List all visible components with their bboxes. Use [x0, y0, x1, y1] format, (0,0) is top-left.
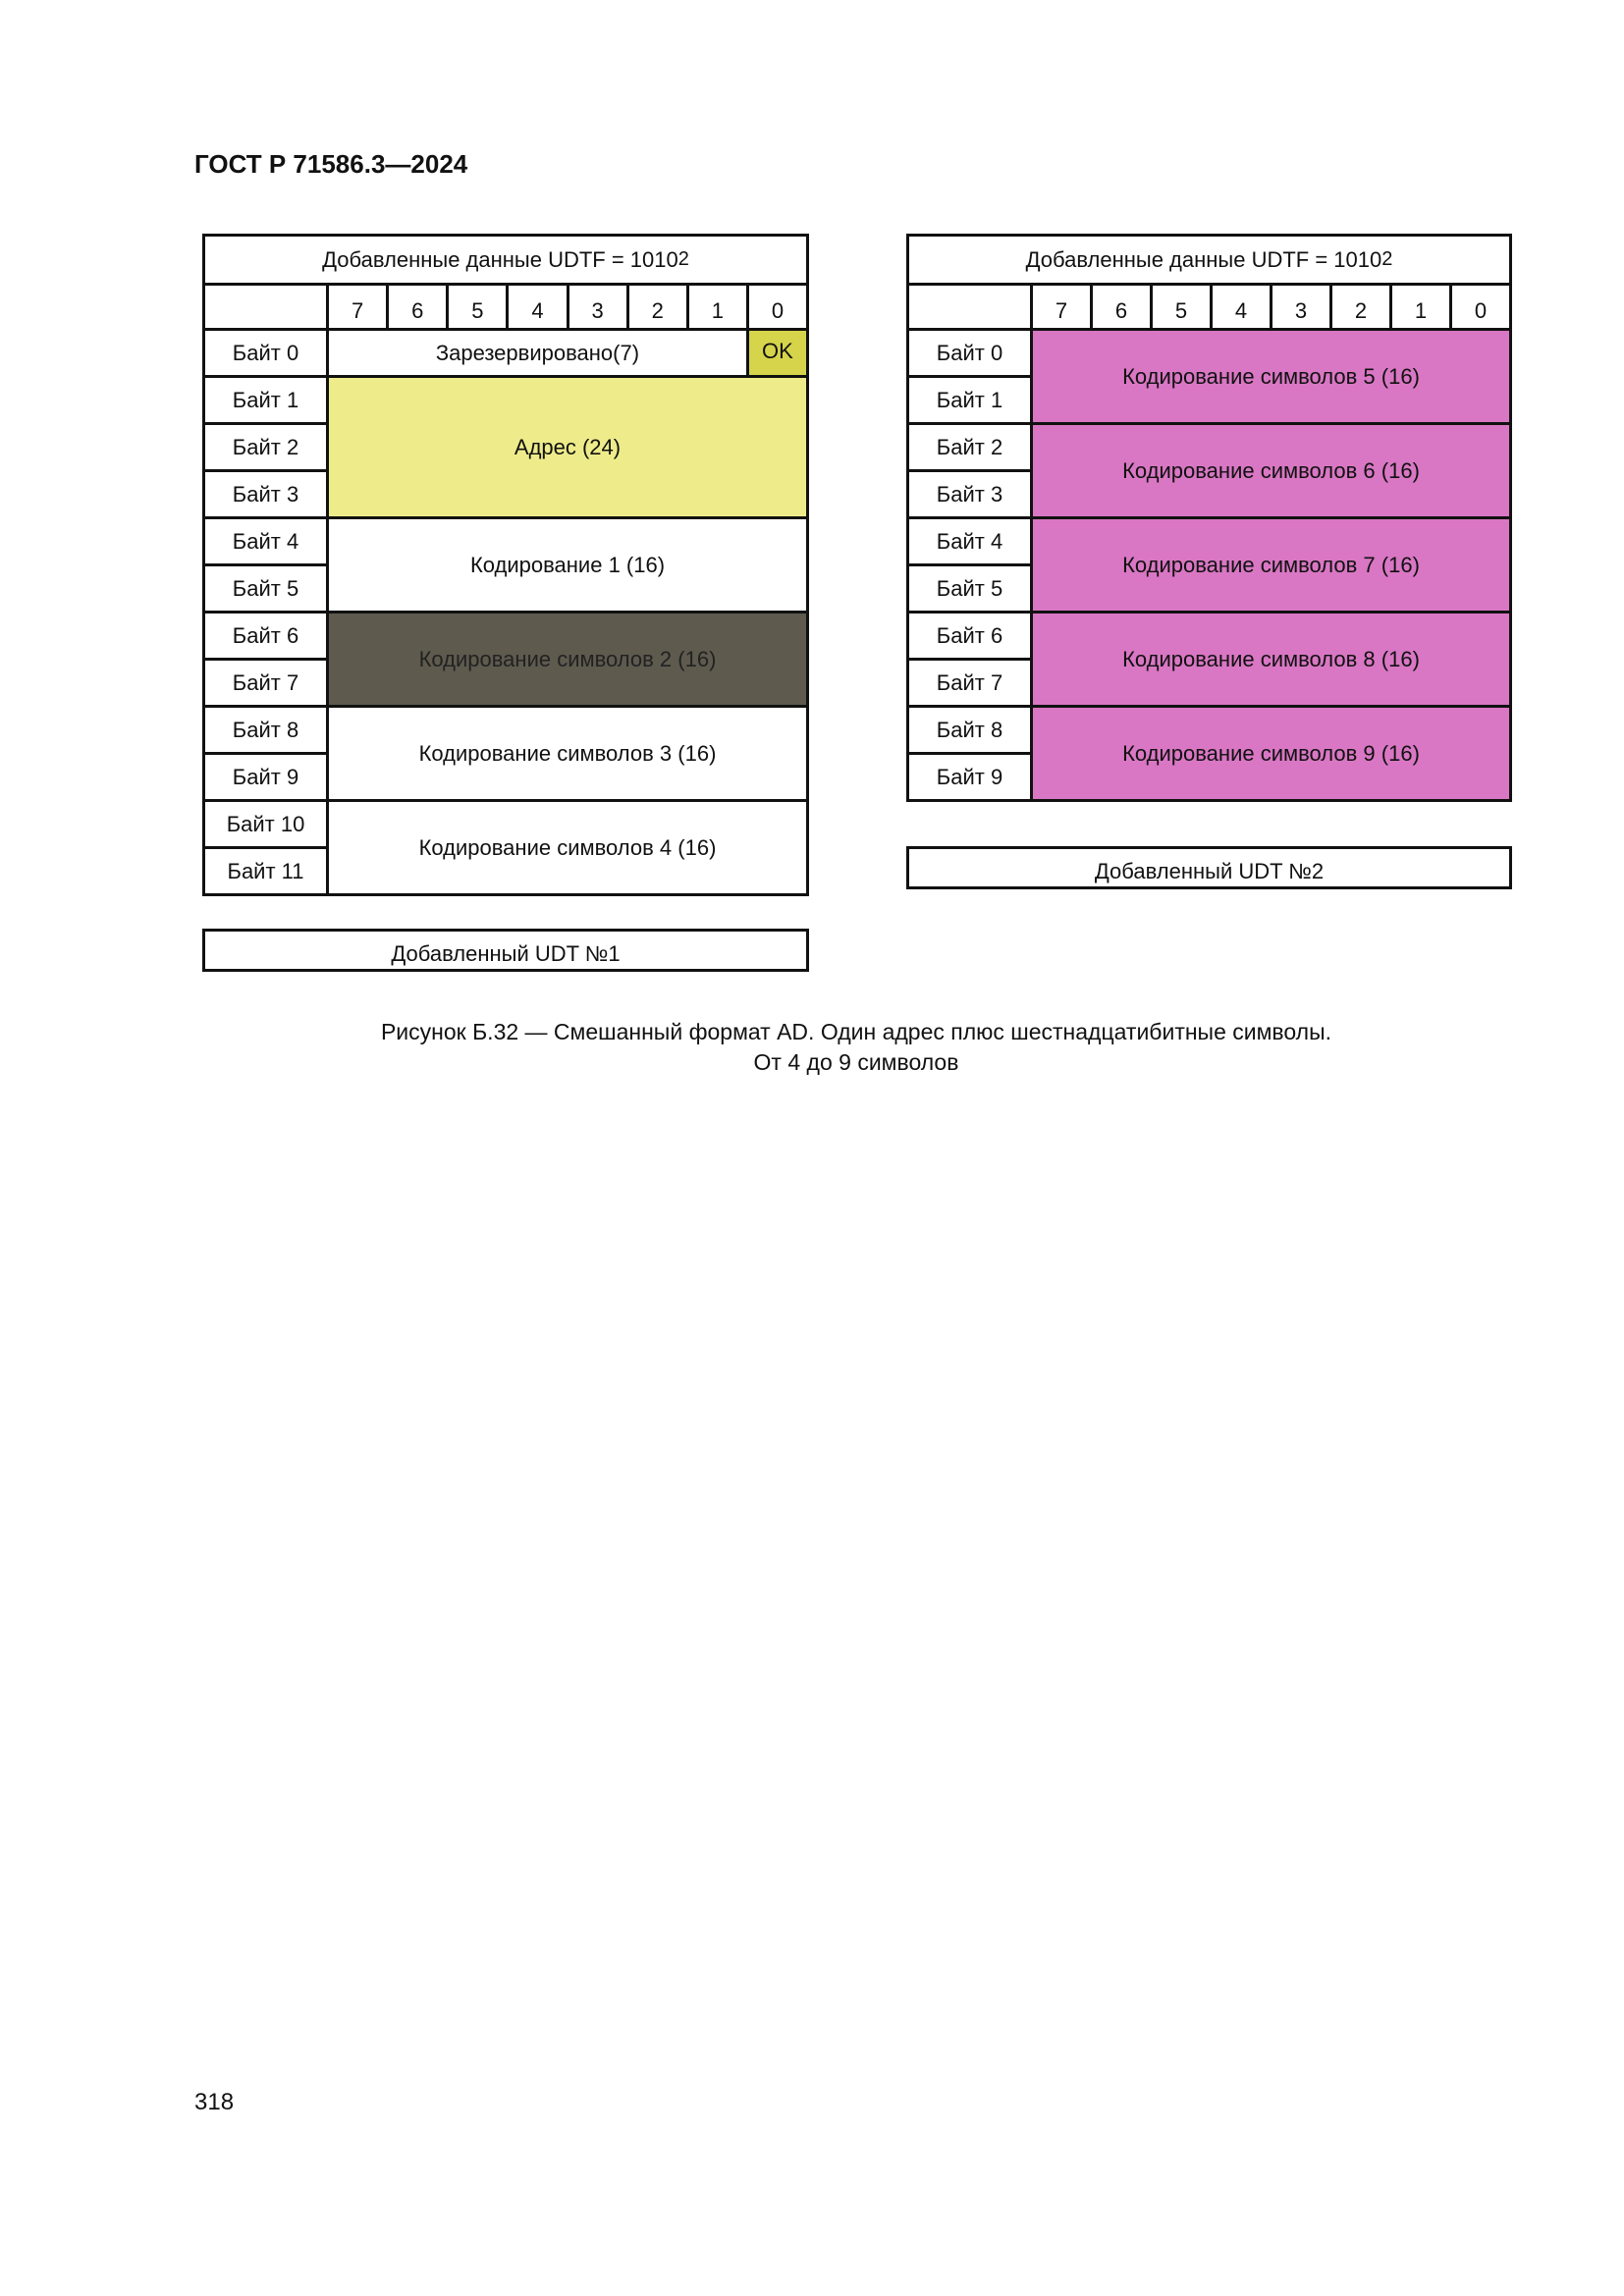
title-subscript: 2 — [677, 248, 689, 270]
table-title: Добавленные данные UDTF = 1010 2 — [205, 237, 806, 283]
byte-label: Байт 7 — [205, 661, 326, 705]
caption-line-2: От 4 до 9 символов — [753, 1049, 959, 1075]
bit-header-5: 5 — [1153, 286, 1210, 328]
byte-label: Байт 4 — [909, 519, 1030, 563]
byte-label: Байт 3 — [205, 472, 326, 516]
field-cell: Кодирование 1 (16) — [329, 519, 806, 611]
bit-header-0: 0 — [1452, 286, 1509, 328]
byte-label: Байт 8 — [205, 708, 326, 752]
bit-header-0: 0 — [748, 286, 806, 328]
title-text: Добавленные данные UDTF = 1010 — [322, 246, 678, 272]
byte-label: Байт 11 — [205, 849, 326, 893]
bit-header-5: 5 — [449, 286, 507, 328]
byte-label: Байт 5 — [205, 566, 326, 611]
bit-header-corner — [909, 286, 1030, 328]
field-cell: Адрес (24) — [329, 378, 806, 516]
figure-caption: Рисунок Б.32 — Смешанный формат AD. Один… — [0, 1017, 1624, 1078]
field-cell: Кодирование символов 6 (16) — [1033, 425, 1509, 516]
field-cell: Кодирование символов 9 (16) — [1033, 708, 1509, 799]
right-byte-table: Добавленные данные UDTF = 1010 2 7 6 5 4 3 2 1 0 Б… — [906, 234, 1512, 802]
byte-label: Байт 7 — [909, 661, 1030, 705]
field-cell: Кодирование символов 3 (16) — [329, 708, 806, 799]
byte-label: Байт 0 — [205, 331, 326, 375]
byte-label: Байт 9 — [909, 755, 1030, 799]
bit-header-7: 7 — [329, 286, 387, 328]
field-cell: Зарезервировано(7) — [329, 331, 746, 375]
byte-label: Байт 5 — [909, 566, 1030, 611]
bit-header-2: 2 — [1332, 286, 1389, 328]
bit-header-3: 3 — [1272, 286, 1329, 328]
field-cell: Кодирование символов 4 (16) — [329, 802, 806, 893]
udt-1-box: Добавленный UDT №1 — [202, 929, 809, 972]
table-title: Добавленные данные UDTF = 1010 2 — [909, 237, 1509, 283]
bit-header-3: 3 — [568, 286, 626, 328]
caption-line-1: Рисунок Б.32 — Смешанный формат AD. Один… — [380, 1019, 1332, 1044]
bit-header-7: 7 — [1033, 286, 1090, 328]
byte-label: Байт 2 — [909, 425, 1030, 469]
bit-header-corner — [205, 286, 326, 328]
byte-label: Байт 3 — [909, 472, 1030, 516]
document-header: ГОСТ Р 71586.3—2024 — [194, 149, 468, 179]
bit-header-2: 2 — [628, 286, 686, 328]
byte-label: Байт 1 — [205, 378, 326, 422]
bit-header-4: 4 — [1213, 286, 1270, 328]
byte-label: Байт 4 — [205, 519, 326, 563]
title-text: Добавленные данные UDTF = 1010 — [1025, 246, 1382, 272]
field-cell: Кодирование символов 2 (16) — [329, 614, 806, 705]
udt-2-box: Добавленный UDT №2 — [906, 846, 1512, 889]
bit-header-6: 6 — [1093, 286, 1150, 328]
byte-label: Байт 2 — [205, 425, 326, 469]
bit-header-1: 1 — [688, 286, 746, 328]
byte-label: Байт 8 — [909, 708, 1030, 752]
byte-label: Байт 10 — [205, 802, 326, 846]
field-cell: Кодирование символов 8 (16) — [1033, 614, 1509, 705]
bit-header-4: 4 — [509, 286, 567, 328]
page-number: 318 — [194, 2089, 235, 2115]
field-cell: Кодирование символов 5 (16) — [1033, 331, 1509, 422]
field-cell: OK — [748, 331, 806, 375]
byte-label: Байт 9 — [205, 755, 326, 799]
bit-header-6: 6 — [389, 286, 447, 328]
byte-label: Байт 6 — [909, 614, 1030, 658]
byte-label: Байт 1 — [909, 378, 1030, 422]
left-byte-table: Добавленные данные UDTF = 1010 2 7 6 5 4 3 2 1 0 Б… — [202, 234, 809, 896]
byte-label: Байт 0 — [909, 331, 1030, 375]
byte-label: Байт 6 — [205, 614, 326, 658]
bit-header-1: 1 — [1392, 286, 1449, 328]
title-subscript: 2 — [1381, 248, 1393, 270]
field-cell: Кодирование символов 7 (16) — [1033, 519, 1509, 611]
